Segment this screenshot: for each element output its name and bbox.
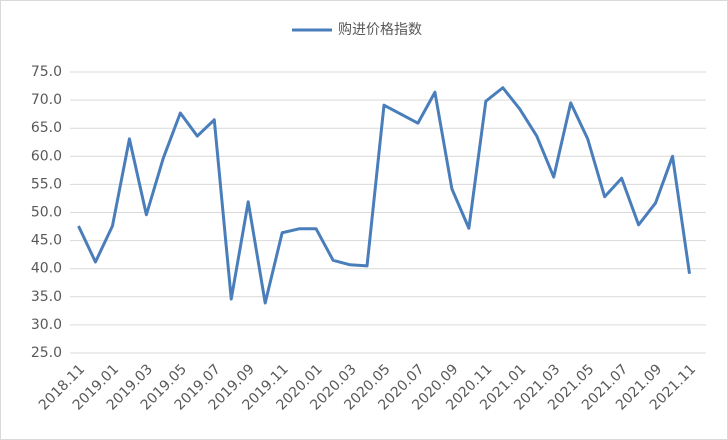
- y-tick-label: 40.0: [31, 261, 62, 277]
- legend-label: 购进价格指数: [338, 22, 422, 38]
- y-tick-label: 50.0: [31, 205, 62, 221]
- y-tick-label: 60.0: [31, 148, 62, 164]
- y-tick-label: 70.0: [31, 92, 62, 108]
- y-tick-label: 35.0: [31, 289, 62, 305]
- y-tick-label: 75.0: [31, 64, 62, 80]
- y-tick-label: 25.0: [31, 345, 62, 361]
- y-tick-label: 45.0: [31, 233, 62, 249]
- data-line: [77, 86, 691, 305]
- y-tick-label: 30.0: [31, 317, 62, 333]
- y-tick-label: 65.0: [31, 120, 62, 136]
- y-tick-label: 55.0: [31, 176, 62, 192]
